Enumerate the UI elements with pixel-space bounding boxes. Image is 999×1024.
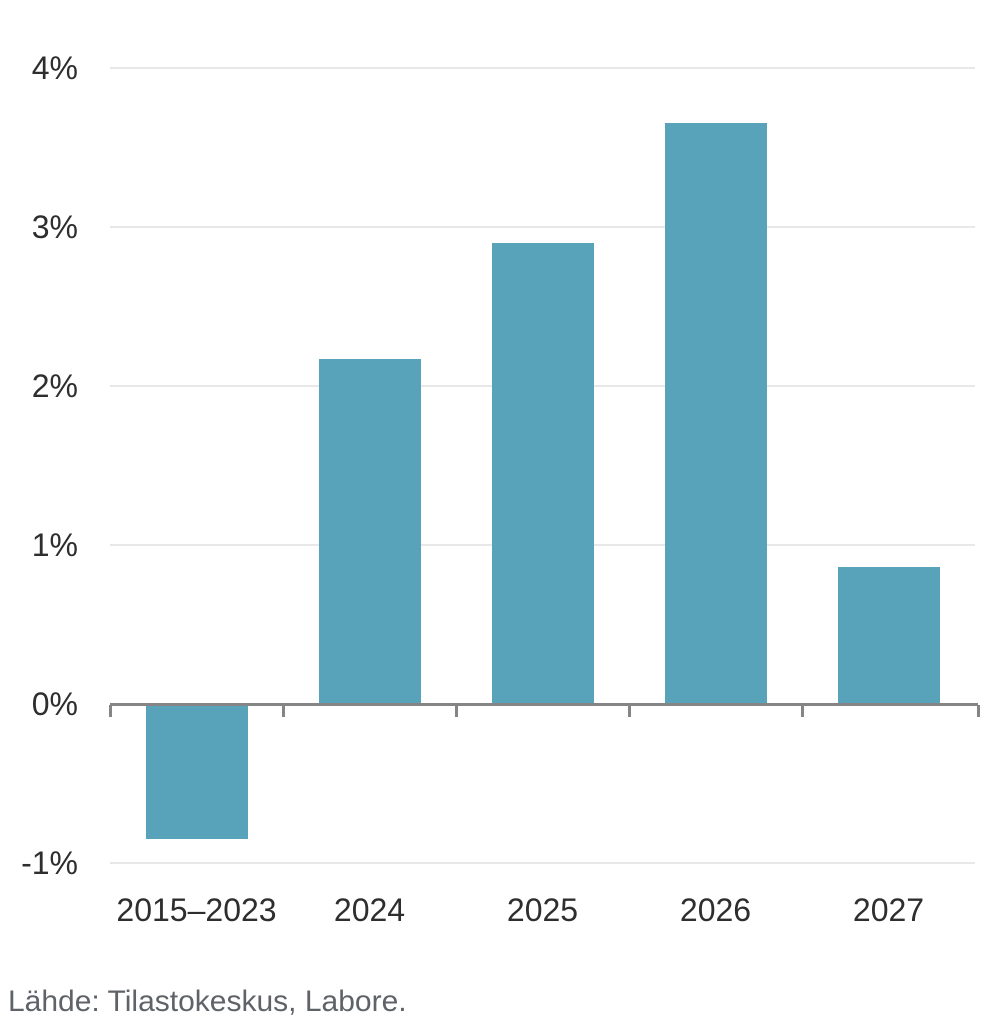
source-note: Lähde: Tilastokeskus, Labore. bbox=[8, 985, 407, 1018]
bar bbox=[837, 567, 940, 704]
bar bbox=[491, 242, 594, 704]
x-axis-tick-label: 2024 bbox=[333, 892, 406, 928]
x-axis-tick bbox=[281, 705, 285, 717]
gridline bbox=[110, 225, 975, 228]
y-axis-tick-label: 1% bbox=[31, 526, 78, 563]
bar bbox=[664, 123, 767, 704]
y-axis-tick-label: 3% bbox=[31, 208, 78, 245]
x-axis-tick bbox=[108, 705, 112, 717]
x-axis-tick bbox=[976, 705, 980, 717]
x-axis-tick-label: 2027 bbox=[852, 892, 925, 928]
x-axis-tick-label: 2026 bbox=[679, 892, 752, 928]
x-axis-tick bbox=[627, 705, 631, 717]
x-axis-tick bbox=[454, 705, 458, 717]
gridline bbox=[110, 66, 975, 69]
y-axis-tick-label: -1% bbox=[21, 845, 78, 882]
x-axis-line bbox=[110, 703, 978, 706]
x-axis-tick bbox=[800, 705, 804, 717]
x-axis-tick-label: 2015–2023 bbox=[116, 892, 277, 928]
y-axis-tick-label: 2% bbox=[31, 367, 78, 404]
gridline bbox=[110, 862, 975, 865]
x-axis-tick-label: 2025 bbox=[506, 892, 579, 928]
y-axis-tick-label: 0% bbox=[31, 686, 78, 722]
y-axis-tick-label: 4% bbox=[31, 49, 78, 86]
bar bbox=[318, 358, 421, 704]
bar bbox=[145, 704, 248, 840]
